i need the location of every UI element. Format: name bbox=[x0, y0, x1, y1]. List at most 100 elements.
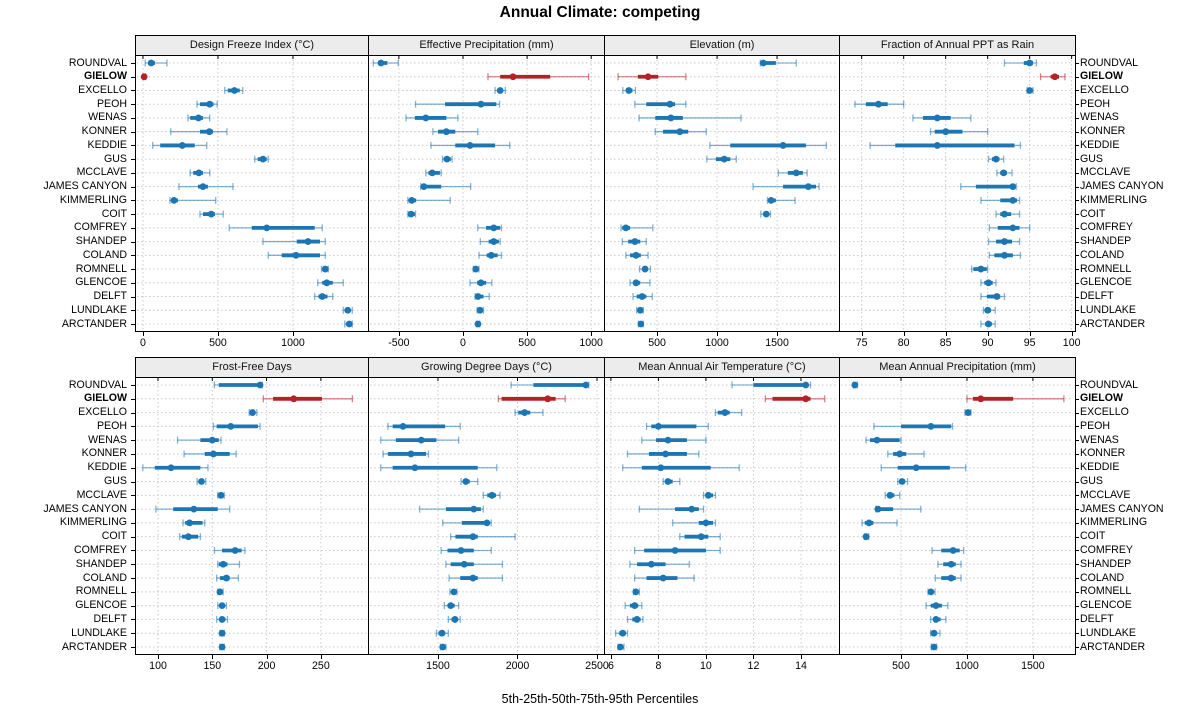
y-axis-tick-left bbox=[131, 509, 135, 511]
median-dot bbox=[496, 87, 504, 94]
station-label-left: GLENCOE bbox=[75, 276, 127, 289]
y-axis-tick-left bbox=[131, 536, 135, 538]
station-label-right: COIT bbox=[1080, 530, 1106, 543]
median-dot bbox=[985, 320, 992, 328]
panel-header: Growing Degree Days (°C) bbox=[368, 357, 605, 378]
station-series bbox=[218, 643, 226, 651]
y-axis-tick-right bbox=[1075, 145, 1079, 147]
median-dot bbox=[638, 293, 646, 300]
median-dot bbox=[469, 533, 477, 541]
x-axis-tick-label: 1500 bbox=[1021, 660, 1045, 672]
panel-border bbox=[135, 377, 369, 655]
station-series bbox=[982, 306, 996, 314]
x-axis-tick-label: 1000 bbox=[281, 337, 305, 349]
median-dot bbox=[671, 547, 679, 554]
y-axis-tick-left bbox=[131, 398, 135, 400]
median-dot bbox=[977, 265, 985, 273]
x-axis-tick-label: 1500 bbox=[426, 660, 450, 672]
y-axis-tick-right bbox=[1075, 619, 1079, 621]
y-axis-tick-right bbox=[1075, 76, 1079, 78]
station-series bbox=[931, 546, 965, 554]
panel-plot bbox=[604, 55, 840, 332]
median-dot bbox=[632, 588, 640, 596]
station-label-left: KIMMERLING bbox=[59, 193, 127, 206]
station-label-right: GIELOW bbox=[1080, 70, 1123, 83]
median-dot bbox=[762, 210, 770, 218]
median-dot bbox=[428, 169, 436, 177]
x-axis-tick-label: 100 bbox=[149, 660, 167, 672]
station-series bbox=[731, 381, 812, 389]
station-series bbox=[479, 238, 501, 246]
station-label-right: GLENCOE bbox=[1080, 599, 1132, 612]
x-axis-tick-label: 0 bbox=[139, 337, 146, 349]
median-dot bbox=[688, 505, 696, 513]
station-label-right: KIMMERLING bbox=[1080, 193, 1148, 206]
y-axis-tick-left bbox=[131, 550, 135, 552]
station-label-left: EXCELLO bbox=[78, 83, 127, 96]
station-series bbox=[626, 450, 700, 458]
x-axis-tick bbox=[800, 655, 802, 659]
median-dot bbox=[321, 265, 329, 273]
median-dot bbox=[637, 320, 645, 328]
station-label-right: PEOH bbox=[1080, 97, 1111, 110]
station-series bbox=[960, 183, 1017, 191]
station-series bbox=[1026, 86, 1034, 94]
station-series bbox=[432, 128, 479, 136]
station-label-left: SHANDEP bbox=[75, 557, 127, 570]
station-series bbox=[634, 574, 695, 582]
y-axis-tick-left bbox=[131, 426, 135, 428]
median-dot bbox=[477, 100, 485, 108]
x-axis-tick-label: 2000 bbox=[505, 660, 530, 672]
median-dot bbox=[964, 409, 972, 416]
y-axis-tick-right bbox=[1075, 214, 1079, 216]
station-series bbox=[217, 602, 228, 610]
median-dot bbox=[582, 381, 590, 389]
station-series bbox=[714, 409, 743, 417]
median-dot bbox=[930, 643, 938, 651]
station-series bbox=[759, 59, 797, 67]
station-series bbox=[624, 602, 643, 610]
x-axis-tick bbox=[901, 655, 902, 659]
station-series bbox=[614, 629, 629, 637]
station-label-right: ARCTANDER bbox=[1080, 317, 1146, 330]
station-label-left: KEDDIE bbox=[87, 138, 127, 151]
median-dot bbox=[292, 251, 300, 259]
y-axis-tick-left bbox=[131, 522, 135, 524]
station-series bbox=[196, 100, 218, 108]
median-dot bbox=[259, 155, 267, 163]
station-series bbox=[169, 196, 217, 204]
y-axis-tick-right bbox=[1075, 227, 1079, 229]
median-dot bbox=[930, 629, 938, 637]
median-dot bbox=[862, 533, 870, 541]
y-axis-tick-right bbox=[1075, 282, 1079, 284]
station-series bbox=[637, 320, 645, 328]
median-dot bbox=[667, 114, 675, 122]
median-dot bbox=[927, 588, 935, 596]
median-dot bbox=[912, 464, 920, 472]
y-axis-tick-left bbox=[131, 172, 135, 174]
station-label-right: WENAS bbox=[1080, 433, 1119, 446]
station-series bbox=[760, 210, 772, 218]
station-series bbox=[407, 196, 451, 204]
station-series bbox=[387, 422, 461, 430]
y-axis-tick-right bbox=[1075, 90, 1079, 92]
station-series bbox=[638, 505, 705, 513]
y-axis-tick-left bbox=[131, 310, 135, 312]
station-label-right: ROUNDVAL bbox=[1080, 378, 1139, 391]
median-dot bbox=[641, 265, 649, 273]
median-dot bbox=[399, 422, 407, 430]
station-series bbox=[621, 238, 647, 246]
y-axis-tick-left bbox=[131, 385, 135, 386]
median-dot bbox=[664, 478, 672, 485]
station-series bbox=[980, 320, 996, 328]
median-dot bbox=[249, 409, 256, 416]
station-series bbox=[645, 422, 709, 430]
y-axis-tick-right bbox=[1075, 324, 1079, 325]
station-label-left: MCCLAVE bbox=[76, 488, 127, 501]
station-series bbox=[474, 320, 482, 328]
station-series bbox=[448, 574, 504, 582]
y-axis-tick-left bbox=[131, 647, 135, 648]
median-dot bbox=[932, 602, 940, 610]
x-axis-tick bbox=[158, 655, 160, 659]
y-axis-tick-right bbox=[1075, 398, 1079, 400]
